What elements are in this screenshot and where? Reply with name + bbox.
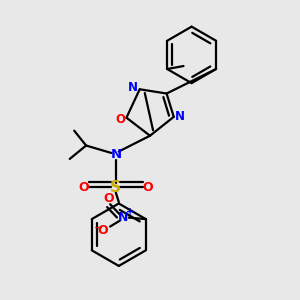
Text: S: S xyxy=(110,180,121,195)
Text: N: N xyxy=(118,211,129,224)
Text: O: O xyxy=(98,224,108,238)
Text: −: − xyxy=(94,223,103,233)
Text: N: N xyxy=(110,148,122,161)
Text: O: O xyxy=(116,113,125,126)
Text: N: N xyxy=(175,110,185,123)
Text: N: N xyxy=(128,81,138,94)
Text: O: O xyxy=(78,181,89,194)
Text: +: + xyxy=(126,207,134,217)
Text: O: O xyxy=(142,181,153,194)
Text: O: O xyxy=(103,192,114,206)
